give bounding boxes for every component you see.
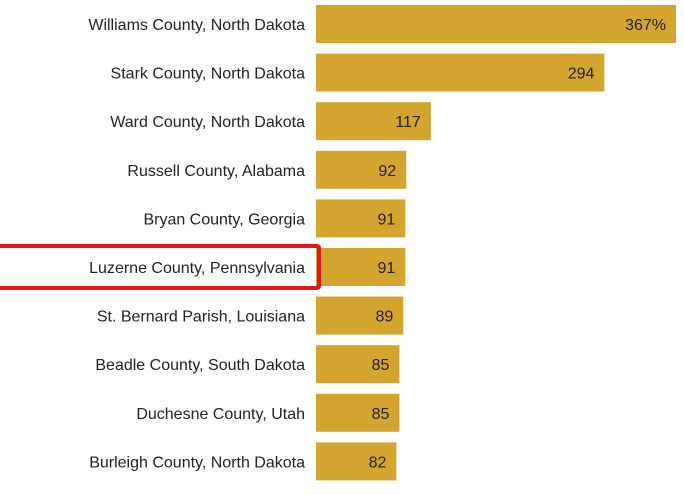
bar-9 — [316, 442, 397, 481]
value-label: 294 — [568, 66, 595, 83]
category-label: Williams County, North Dakota — [88, 17, 305, 34]
bar-8 — [316, 393, 400, 432]
category-label: Ward County, North Dakota — [110, 114, 305, 131]
category-label: Duchesne County, Utah — [136, 406, 305, 423]
bar-5 — [316, 248, 406, 286]
bar-4 — [316, 199, 406, 238]
category-label: St. Bernard Parish, Louisiana — [97, 309, 305, 326]
value-label: 85 — [372, 357, 390, 374]
value-label: 89 — [376, 309, 394, 326]
bar-0 — [316, 5, 676, 43]
value-label: 367% — [625, 17, 666, 34]
bar-2 — [316, 102, 431, 141]
category-label: Stark County, North Dakota — [111, 66, 306, 83]
bar-3 — [316, 150, 407, 189]
category-label: Luzerne County, Pennsylvania — [89, 260, 305, 277]
value-label: 117 — [395, 114, 421, 131]
category-label: Bryan County, Georgia — [143, 211, 305, 228]
value-label: 91 — [378, 260, 396, 277]
bar-6 — [316, 296, 404, 335]
value-label: 91 — [378, 211, 396, 228]
highlight-box — [0, 244, 321, 290]
value-label: 92 — [378, 163, 396, 180]
category-label: Burleigh County, North Dakota — [89, 454, 305, 471]
bar-1 — [316, 53, 605, 92]
bar-7 — [316, 345, 400, 384]
value-label: 85 — [372, 406, 390, 423]
category-label: Beadle County, South Dakota — [95, 357, 305, 374]
value-label: 82 — [369, 454, 387, 471]
category-label: Russell County, Alabama — [127, 163, 305, 180]
